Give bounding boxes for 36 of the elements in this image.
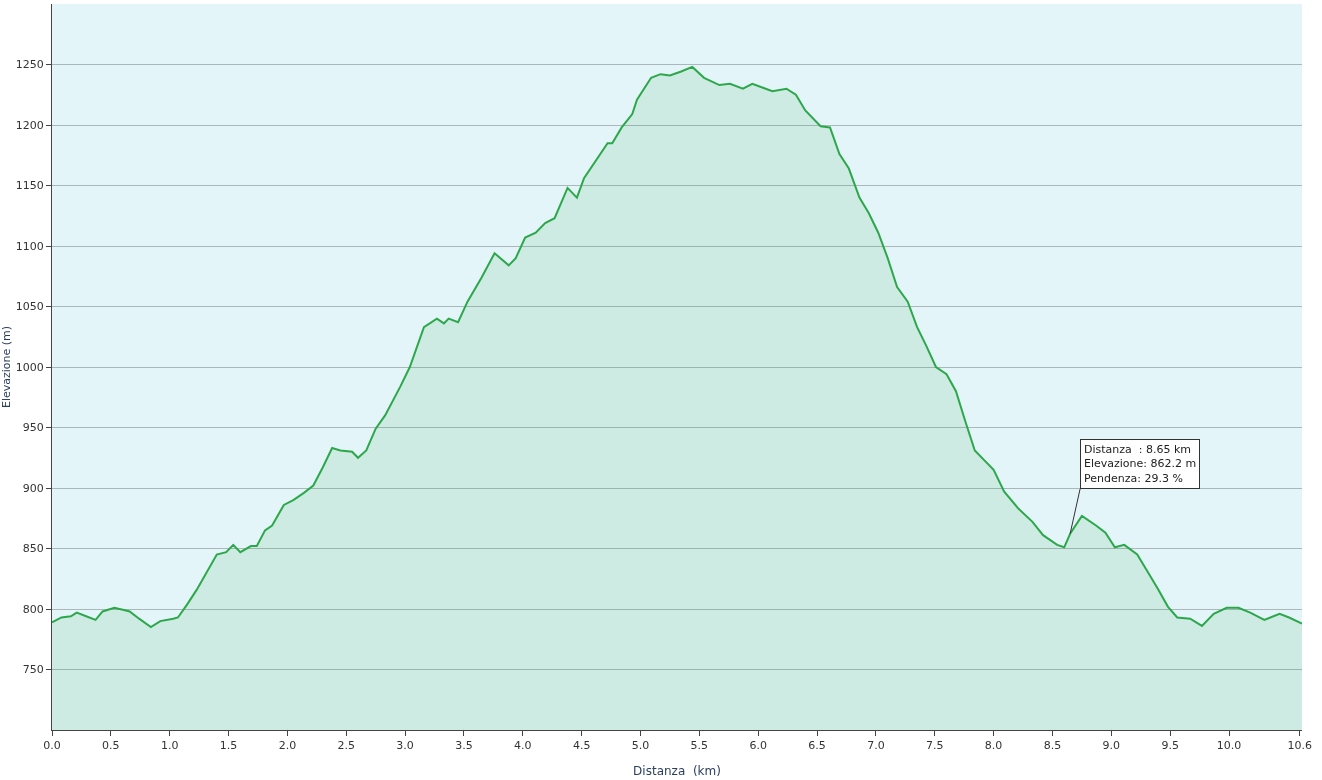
x-tick-label: 0.5 [102,739,120,753]
y-tick-label: 850 [22,542,44,556]
y-tick-label: 900 [22,481,44,495]
x-tick-label: 7.5 [926,739,944,753]
x-tick-label: 10.6 [1287,739,1312,753]
y-tick-label: 1250 [15,58,44,72]
x-axis-title: Distanza (km) [633,764,721,779]
y-tick-label: 1000 [15,360,44,374]
x-tick-label: 1.5 [219,739,238,753]
y-tick-label: 1150 [15,179,44,193]
x-tick-label: 0.0 [43,739,61,753]
x-tick-label: 8.5 [1043,739,1062,753]
x-tick-label: 2.0 [278,739,297,753]
x-tick-label: 9.5 [1161,739,1179,753]
y-tick-label: 1050 [15,300,44,314]
y-tick-label: 750 [22,663,44,677]
x-tick-label: 5.0 [631,739,650,753]
x-tick-label: 3.5 [455,739,473,753]
x-tick-label: 6.0 [749,739,767,753]
x-tick-label: 5.5 [690,739,709,753]
x-tick-label: 1.0 [160,739,179,753]
x-tick-label: 9.0 [1102,739,1121,753]
y-tick-label: 1200 [15,118,44,132]
y-axis-title: Elevazione (m) [0,325,13,409]
x-tick-label: 4.0 [514,739,532,753]
y-tick-label: 1100 [15,239,44,253]
x-tick-label: 6.5 [808,739,826,753]
annotation: Distanza : 8.65 km Elevazione: 862.2 m Pendenza: 29.3 % [1084,443,1197,485]
x-tick-label: 2.5 [337,739,356,753]
x-tick-label: 7.0 [867,739,885,753]
y-tick-label: 800 [22,602,44,616]
x-tick-label: 8.0 [984,739,1003,753]
y-tick-label: 950 [22,421,44,435]
x-tick-label: 4.5 [572,739,591,753]
x-tick-label: 10.0 [1216,739,1242,753]
x-tick-label: 3.0 [396,739,414,753]
